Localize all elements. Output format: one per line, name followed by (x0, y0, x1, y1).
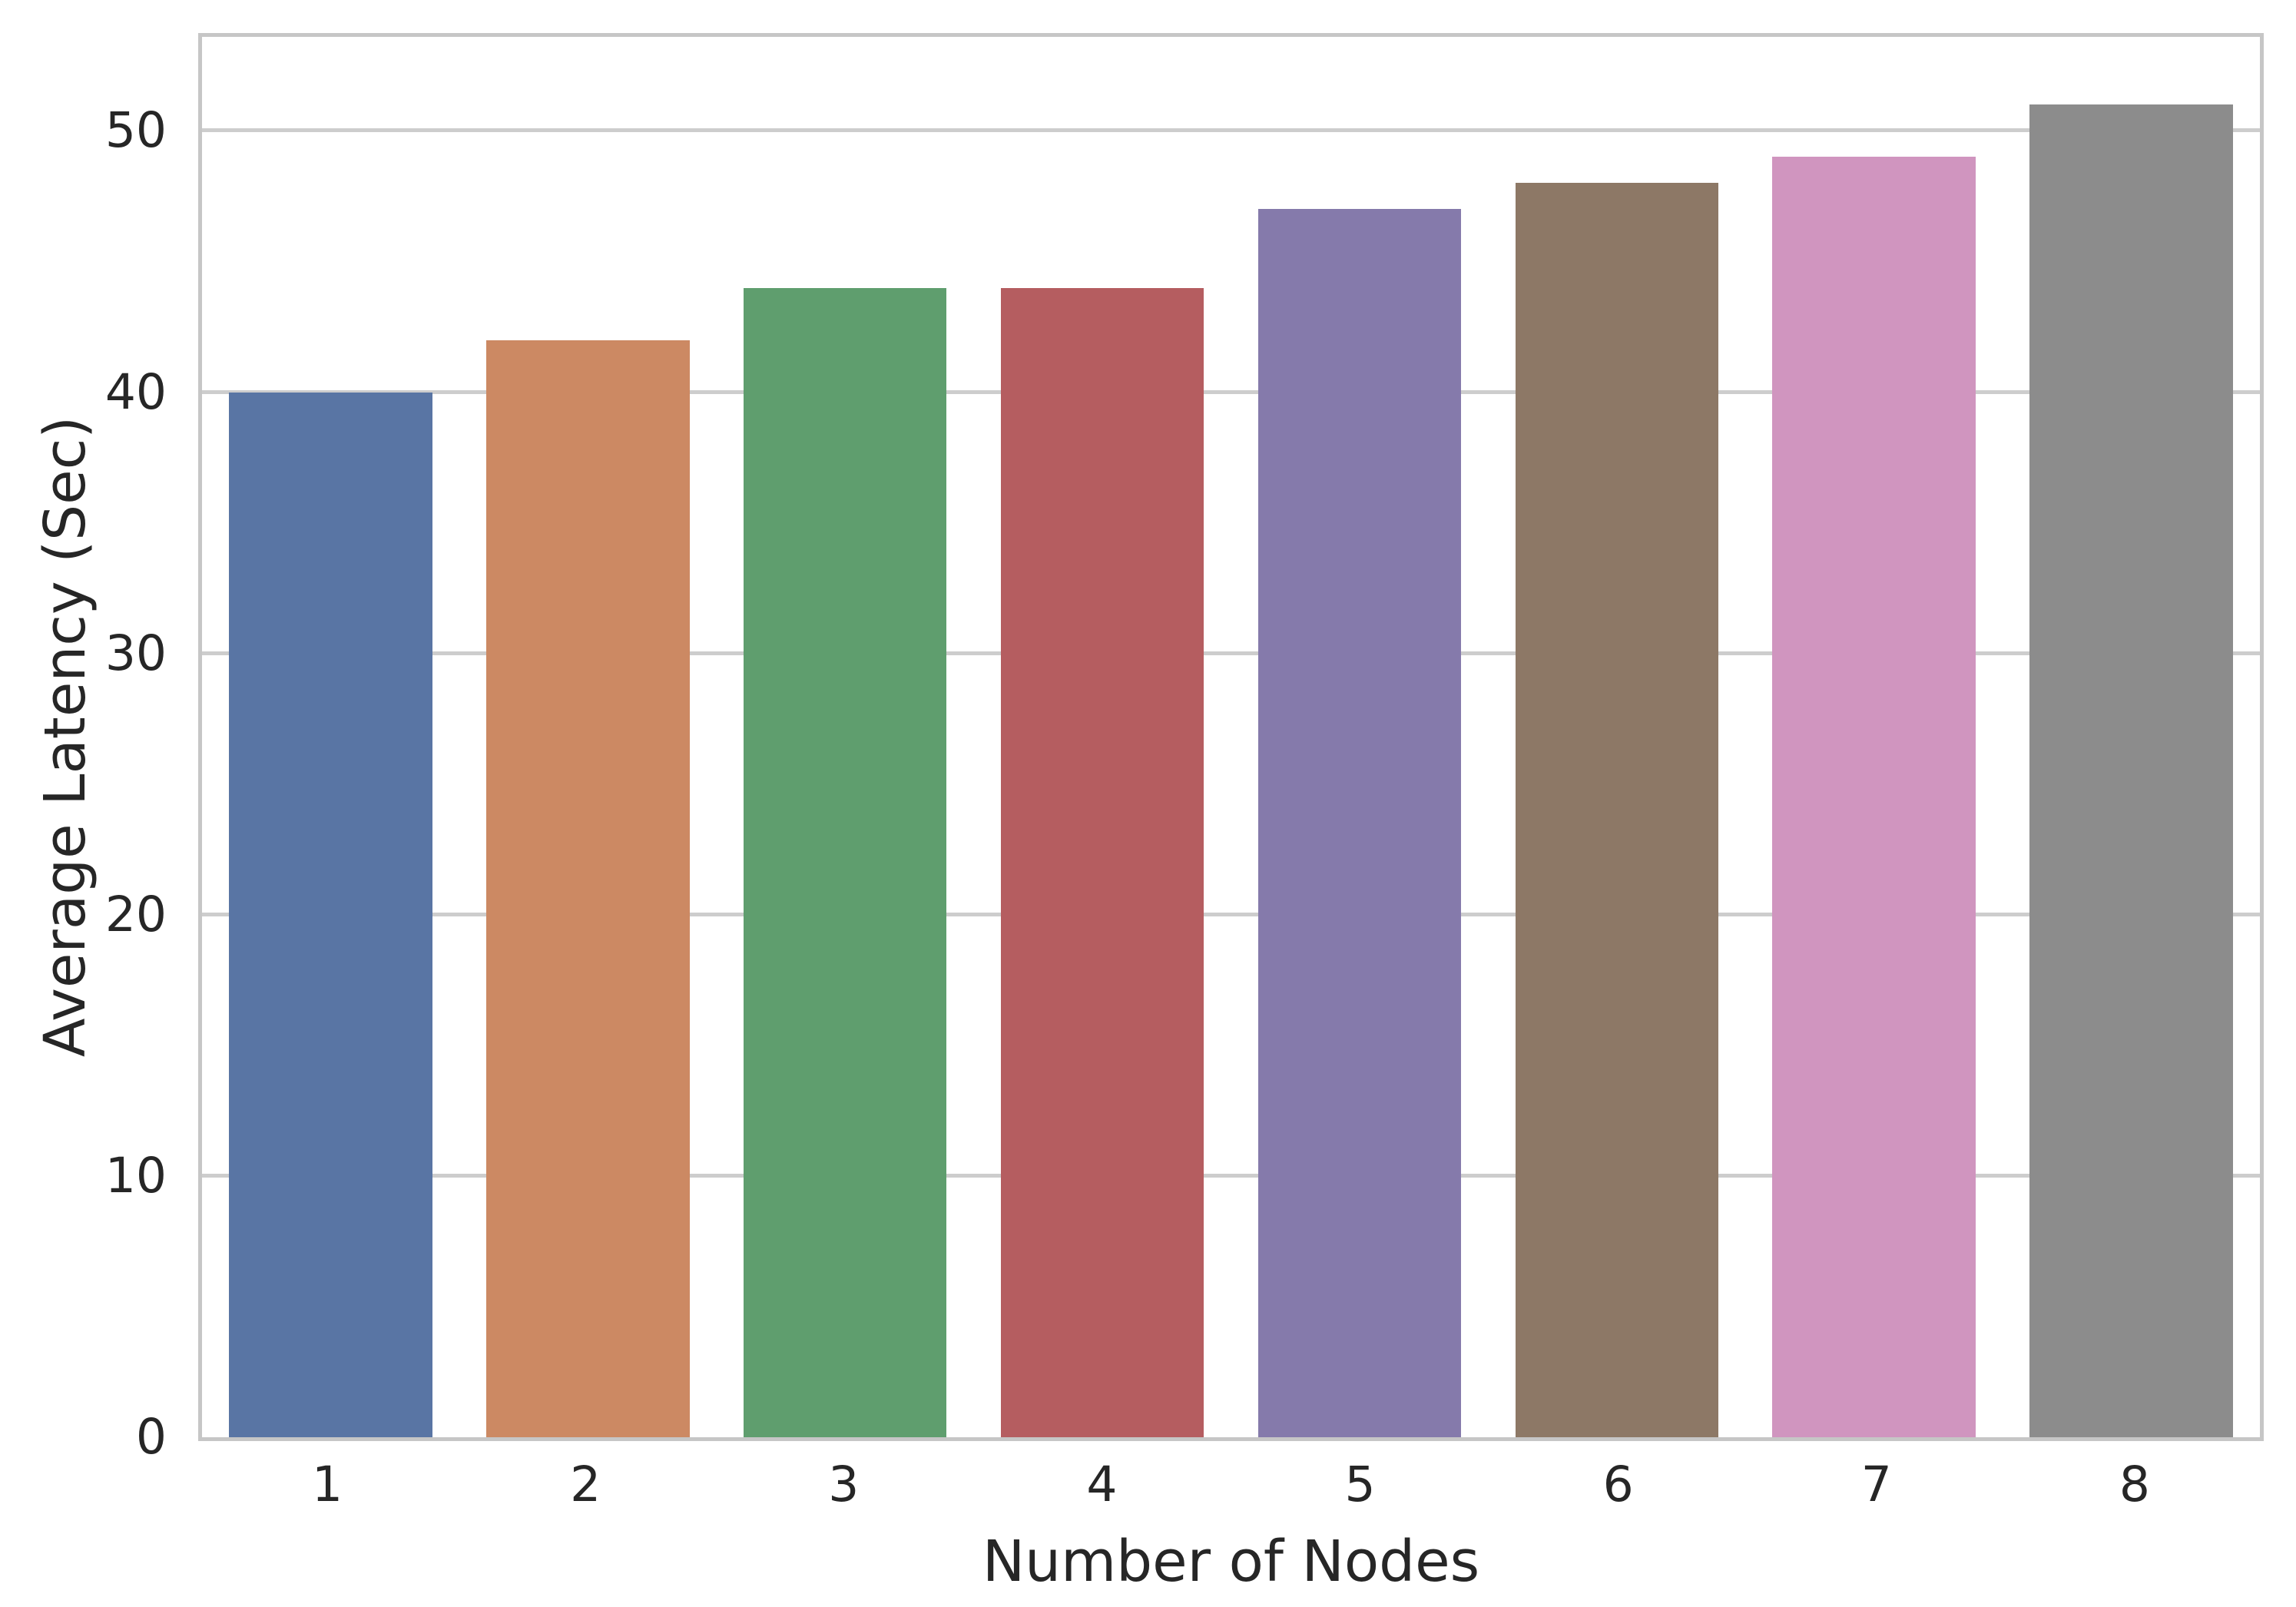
bar-slot-7 (1745, 37, 2003, 1437)
bar-2 (486, 340, 690, 1437)
plot-area: 0 10 20 30 40 50 (105, 33, 2264, 1461)
y-axis-label: Average Latency (Sec) (32, 416, 98, 1058)
x-tick-label-3: 3 (828, 1456, 860, 1513)
y-tick-label-10: 10 (104, 1147, 167, 1204)
gridline-y-10 (202, 1173, 2260, 1178)
bar-8 (2029, 104, 2233, 1437)
bar-slot-8 (2003, 37, 2260, 1437)
y-tick-label-0: 0 (135, 1409, 167, 1465)
gridline-y-20 (202, 912, 2260, 916)
y-tick-label-30: 30 (104, 625, 167, 681)
bar-slot-2 (459, 37, 717, 1437)
gridline-y-40 (202, 389, 2260, 394)
x-tick-label-1: 1 (312, 1456, 343, 1513)
bar-slot-4 (974, 37, 1231, 1437)
gridline-y-30 (202, 651, 2260, 655)
bar-5 (1257, 209, 1462, 1437)
x-tick-label-4: 4 (1086, 1456, 1118, 1513)
gridline-y-50 (202, 128, 2260, 133)
bar-slot-1 (202, 37, 459, 1437)
bar-7 (1772, 157, 1976, 1437)
x-tick-label-2: 2 (570, 1456, 601, 1513)
bar-slot-6 (1488, 37, 1745, 1437)
bar-3 (743, 287, 947, 1437)
y-tick-label-50: 50 (104, 102, 167, 159)
x-tick-label-6: 6 (1602, 1456, 1634, 1513)
bar-6 (1515, 183, 1719, 1437)
bar-slot-5 (1231, 37, 1489, 1437)
x-tick-label-8: 8 (2119, 1456, 2150, 1513)
bar-1 (229, 392, 432, 1437)
x-tick-label-5: 5 (1344, 1456, 1376, 1513)
y-tick-label-20: 20 (104, 886, 167, 943)
bar-slot-3 (717, 37, 974, 1437)
x-axis-label: Number of Nodes (982, 1529, 1480, 1595)
bars-layer (202, 37, 2260, 1437)
x-tick-label-7: 7 (1860, 1456, 1892, 1513)
bar-4 (1000, 287, 1204, 1437)
y-tick-label-40: 40 (104, 363, 167, 420)
